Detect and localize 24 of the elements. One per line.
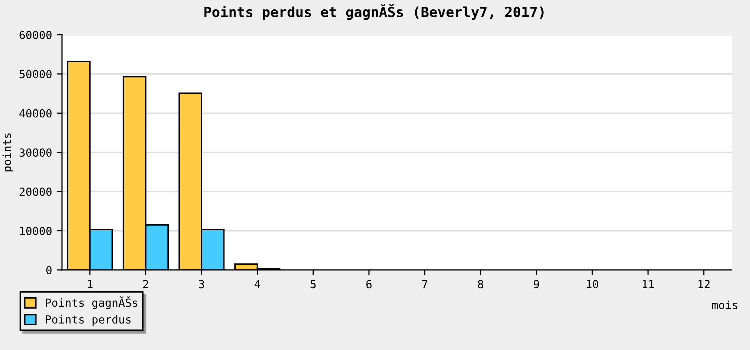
x-tick-label: 8	[478, 280, 484, 289]
y-tick-label: 30000	[20, 148, 52, 158]
x-tick-label: 2	[143, 280, 148, 288]
y-tick-label: 10000	[20, 227, 52, 236]
y-tick-label: 60000	[20, 31, 52, 40]
y-tick-label: 0	[46, 266, 52, 275]
chart-title: Points perdus et gagnĂŠs (Beverly7, 2017)	[204, 4, 544, 20]
x-tick-label: 12	[698, 280, 710, 288]
x-tick-label: 11	[642, 280, 654, 288]
x-tick-label: 4	[254, 280, 260, 288]
y-tick-label: 20000	[20, 188, 52, 196]
y-axis-title: points	[2, 134, 14, 172]
x-axis-title: mois	[712, 300, 738, 310]
legend-label: Points perdus	[46, 315, 131, 326]
y-tick-label: 40000	[20, 109, 52, 118]
x-tick-label: 7	[422, 280, 428, 288]
y-tick-label: 50000	[20, 70, 52, 79]
x-tick-label: 3	[199, 280, 204, 289]
legend-label: Points gagnĂŠs	[46, 296, 138, 310]
x-tick-label: 6	[366, 280, 372, 289]
x-tick-label: 5	[310, 280, 316, 289]
x-tick-label: 9	[534, 280, 540, 289]
x-tick-label: 10	[587, 280, 598, 289]
x-tick-label: 1	[88, 280, 93, 288]
